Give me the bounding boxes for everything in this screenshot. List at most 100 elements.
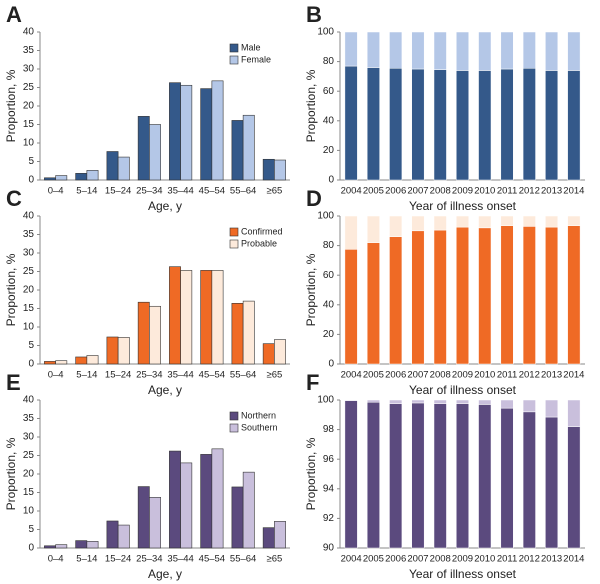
panel-label: C — [6, 186, 22, 211]
y-tick-label: 30 — [23, 432, 35, 443]
y-tick-label: 5 — [28, 156, 34, 167]
y-tick-label: 100 — [317, 27, 334, 38]
bar — [75, 540, 88, 549]
y-axis-title: Proportion, % — [304, 69, 318, 142]
x-axis-title: Age, y — [148, 567, 182, 581]
x-axis-title: Age, y — [148, 383, 182, 397]
bar — [44, 361, 56, 365]
x-tick-label: 25–34 — [136, 370, 162, 381]
y-tick-label: 0 — [28, 175, 34, 186]
x-tick-label: 2011 — [497, 186, 517, 197]
y-tick-label: 20 — [23, 285, 35, 296]
x-tick-label: 45–54 — [199, 554, 225, 565]
x-tick-label: 15–24 — [105, 370, 131, 381]
y-tick-label: 90 — [323, 543, 335, 554]
bar — [149, 497, 161, 549]
bar — [86, 355, 99, 365]
bar — [211, 80, 224, 181]
x-tick-label: 35–44 — [167, 554, 193, 565]
bar-segment — [344, 249, 358, 365]
y-tick-label: 0 — [28, 359, 34, 370]
bar — [86, 170, 99, 181]
x-tick-label: 0–4 — [48, 370, 64, 381]
x-tick-label: 2007 — [407, 370, 428, 381]
bar-segment — [500, 399, 514, 409]
x-tick-label: 2012 — [519, 186, 540, 197]
bar-segment — [433, 403, 447, 549]
bar — [242, 471, 255, 549]
bar — [117, 156, 130, 181]
bar — [274, 159, 286, 181]
bar — [231, 120, 244, 181]
bar — [106, 336, 119, 365]
bar-segment — [366, 401, 380, 549]
x-tick-label: 35–44 — [167, 186, 193, 197]
y-tick-label: 5 — [28, 524, 34, 535]
bar-segment — [344, 215, 358, 250]
bar — [180, 462, 193, 549]
y-tick-label: 40 — [23, 395, 35, 406]
x-tick-label: 2014 — [563, 186, 584, 197]
bar-segment — [366, 399, 380, 403]
y-axis-title: Proportion, % — [304, 253, 318, 326]
bar-segment — [344, 400, 358, 549]
bar-segment — [456, 403, 469, 549]
bar-segment — [522, 399, 536, 413]
x-tick-label: 2008 — [430, 186, 451, 197]
bar-segment — [522, 68, 536, 181]
bar-segment — [366, 67, 380, 181]
bar-segment — [433, 399, 447, 404]
x-axis-title: Year of illness onset — [409, 567, 517, 581]
bar-segment — [478, 70, 492, 181]
bar-segment — [456, 226, 469, 365]
bar-segment — [478, 404, 492, 549]
y-tick-label: 40 — [23, 211, 35, 222]
x-tick-label: 2007 — [407, 186, 428, 197]
bar-segment — [433, 215, 447, 231]
bar — [169, 266, 181, 365]
y-tick-label: 25 — [23, 82, 35, 93]
bar — [137, 301, 150, 365]
y-tick-label: 100 — [317, 395, 334, 406]
x-tick-label: 2008 — [430, 554, 451, 565]
y-tick-label: 40 — [23, 27, 35, 38]
y-tick-label: 96 — [323, 454, 335, 465]
x-tick-label: 45–54 — [199, 186, 225, 197]
bar — [180, 84, 193, 181]
x-tick-label: 2005 — [363, 186, 384, 197]
legend-label: Northern — [241, 410, 276, 420]
y-tick-label: 10 — [23, 322, 35, 333]
bar-segment — [411, 399, 425, 404]
bar-segment — [545, 215, 559, 228]
bar — [117, 524, 130, 549]
y-tick-label: 0 — [328, 359, 334, 370]
x-tick-label: 2009 — [452, 554, 473, 565]
bar — [180, 270, 193, 365]
x-tick-label: 2009 — [452, 186, 473, 197]
x-tick-label: 55–64 — [230, 186, 256, 197]
x-tick-label: ≥65 — [266, 370, 282, 381]
bar-segment — [433, 69, 447, 181]
x-tick-label: 2012 — [519, 554, 540, 565]
x-tick-label: 2012 — [519, 370, 540, 381]
x-tick-label: 2010 — [474, 186, 495, 197]
bar-segment — [366, 31, 380, 68]
bar-segment — [366, 215, 380, 243]
bar-segment — [478, 399, 492, 405]
x-tick-label: 55–64 — [230, 554, 256, 565]
y-tick-label: 20 — [323, 329, 335, 340]
bar-segment — [344, 65, 358, 181]
bar — [231, 303, 244, 365]
x-tick-label: 2013 — [541, 554, 562, 565]
x-tick-label: 0–4 — [48, 186, 64, 197]
bar-segment — [500, 31, 514, 70]
x-tick-label: 2006 — [385, 370, 406, 381]
bar-segment — [411, 215, 425, 232]
bar-segment — [522, 215, 536, 227]
y-tick-label: 20 — [23, 101, 35, 112]
y-tick-label: 94 — [323, 483, 335, 494]
bar — [55, 360, 68, 365]
bar-segment — [344, 399, 358, 401]
bar-segment — [411, 31, 425, 70]
legend-label: Probable — [241, 238, 277, 248]
